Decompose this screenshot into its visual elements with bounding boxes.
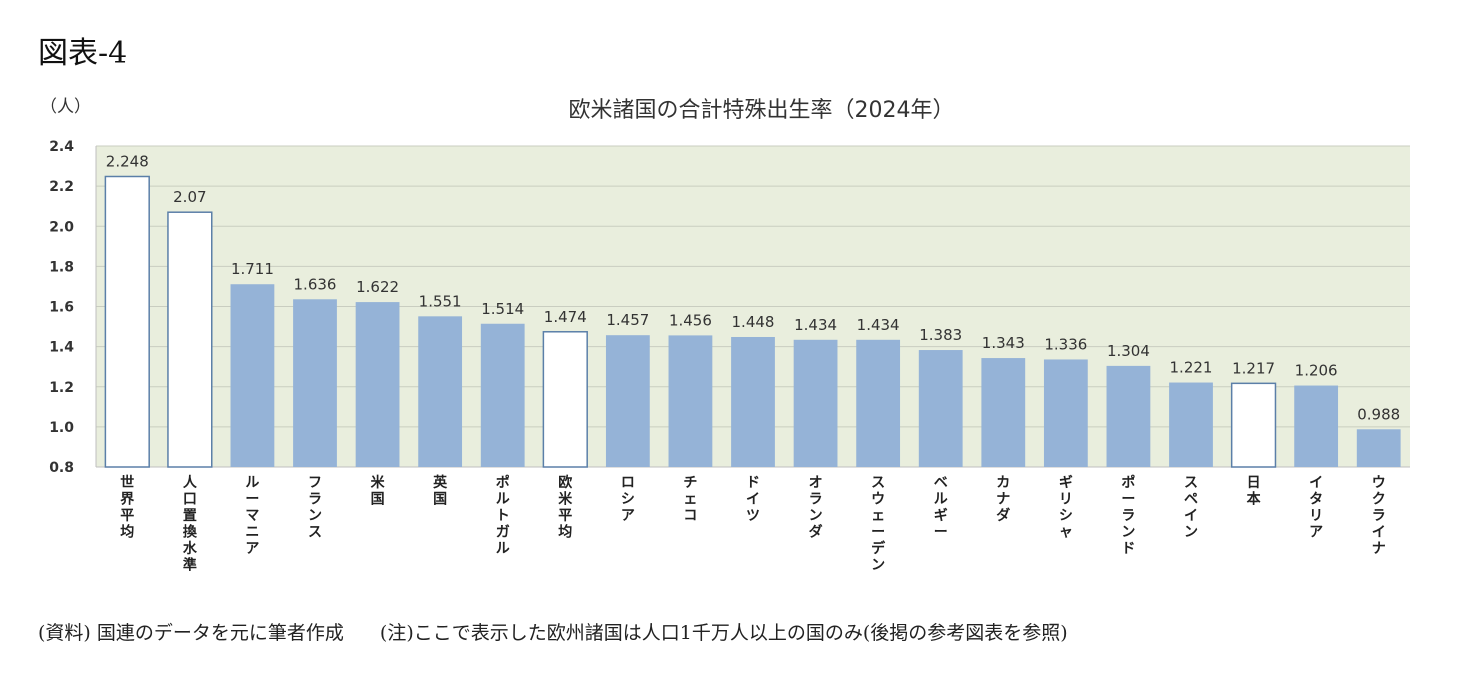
x-category-label: フランス	[308, 475, 322, 541]
data-label: 1.206	[1295, 362, 1338, 380]
y-axis-unit-label: （人）	[40, 97, 91, 117]
x-category-label: ポルトガル	[496, 474, 510, 557]
bar	[293, 299, 337, 467]
bar	[1356, 429, 1401, 467]
x-category-label: ドイツ	[746, 475, 760, 524]
x-category-label: ギリシャ	[1059, 474, 1073, 541]
chart-title: 欧米諸国の合計特殊出生率（2024年）	[568, 98, 955, 123]
bar	[167, 211, 213, 468]
x-category-label: チェコ	[683, 475, 697, 524]
note-text: (注)ここで表示した欧州諸国は人口1千万人以上の国のみ(後掲の参考図表を参照)	[379, 622, 1068, 644]
y-tick-label: 0.8	[49, 460, 74, 476]
data-label: 1.474	[544, 308, 587, 326]
data-label: 1.448	[732, 313, 775, 331]
bar	[230, 284, 275, 467]
data-label: 1.221	[1170, 359, 1213, 377]
bar	[981, 358, 1026, 467]
y-tick-label: 1.6	[49, 300, 74, 316]
y-tick-label: 1.2	[49, 380, 74, 396]
x-category-label: ウクライナ	[1372, 475, 1386, 557]
data-label: 2.07	[173, 188, 206, 206]
data-label: 1.304	[1107, 342, 1150, 360]
x-category-label: 欧米平均	[558, 474, 573, 541]
y-tick-label: 2.4	[49, 139, 74, 155]
data-label: 1.217	[1232, 359, 1275, 377]
x-category-label: イタリア	[1309, 475, 1323, 541]
x-category-label: ポーランド	[1121, 474, 1135, 557]
data-label: 1.711	[231, 260, 274, 278]
data-label: 0.988	[1357, 405, 1400, 423]
bar	[1230, 382, 1277, 468]
data-label: 1.343	[982, 334, 1025, 352]
footnote-row: (資料) 国連のデータを元に筆者作成 (注)ここで表示した欧州諸国は人口1千万人…	[38, 618, 1068, 645]
data-label: 1.336	[1044, 335, 1087, 353]
data-label: 1.514	[481, 300, 524, 318]
bar	[355, 302, 400, 467]
x-category-label: ロシア	[621, 475, 635, 524]
bar	[542, 331, 588, 468]
data-label: 2.248	[106, 152, 149, 170]
x-category-label: スペイン	[1184, 475, 1198, 541]
bar	[605, 335, 650, 467]
data-label: 1.434	[857, 316, 900, 334]
x-category-label: 世界平均	[120, 474, 135, 541]
x-category-label: 米国	[371, 474, 386, 508]
bar	[104, 175, 150, 468]
data-label: 1.636	[294, 275, 337, 293]
bar	[1169, 382, 1213, 467]
bar	[793, 339, 838, 467]
x-category-label: 英国	[432, 474, 448, 508]
bar	[731, 336, 775, 467]
source-note: (資料) 国連のデータを元に筆者作成	[38, 622, 344, 644]
data-label: 1.622	[356, 278, 399, 296]
data-label: 1.551	[419, 292, 462, 310]
bar	[856, 339, 901, 467]
bar	[1106, 365, 1151, 467]
bar-chart: 0.8 1.0 1.2 1.4 1.6 1.8 2.0 2.2 2.4 2.248 世界平均 2.07…	[49, 139, 1410, 574]
data-label: 1.456	[669, 311, 712, 329]
x-category-label: ルーマニア	[245, 475, 259, 557]
bar	[1043, 359, 1088, 467]
x-category-label: 人口置換水準	[183, 474, 198, 574]
figure-label: 図表-4	[38, 36, 128, 71]
bar	[668, 335, 713, 467]
x-category-label: 日本	[1247, 475, 1262, 508]
x-category-label: スウェーデン	[871, 475, 886, 574]
bar	[1294, 385, 1339, 467]
y-tick-label: 1.8	[49, 259, 74, 275]
y-tick-label: 2.0	[49, 219, 74, 235]
bar	[918, 350, 963, 467]
bar	[480, 323, 525, 467]
data-label: 1.383	[919, 326, 962, 344]
x-category-label: オランダ	[809, 475, 823, 541]
data-label: 1.457	[606, 311, 649, 329]
data-label: 1.434	[794, 316, 837, 334]
y-tick-label: 2.2	[49, 179, 74, 195]
y-tick-label: 1.4	[49, 340, 74, 356]
y-tick-label: 1.0	[49, 420, 74, 436]
bar	[418, 316, 463, 467]
x-category-label: カナダ	[996, 475, 1010, 524]
x-category-label: ベルギー	[934, 475, 948, 541]
